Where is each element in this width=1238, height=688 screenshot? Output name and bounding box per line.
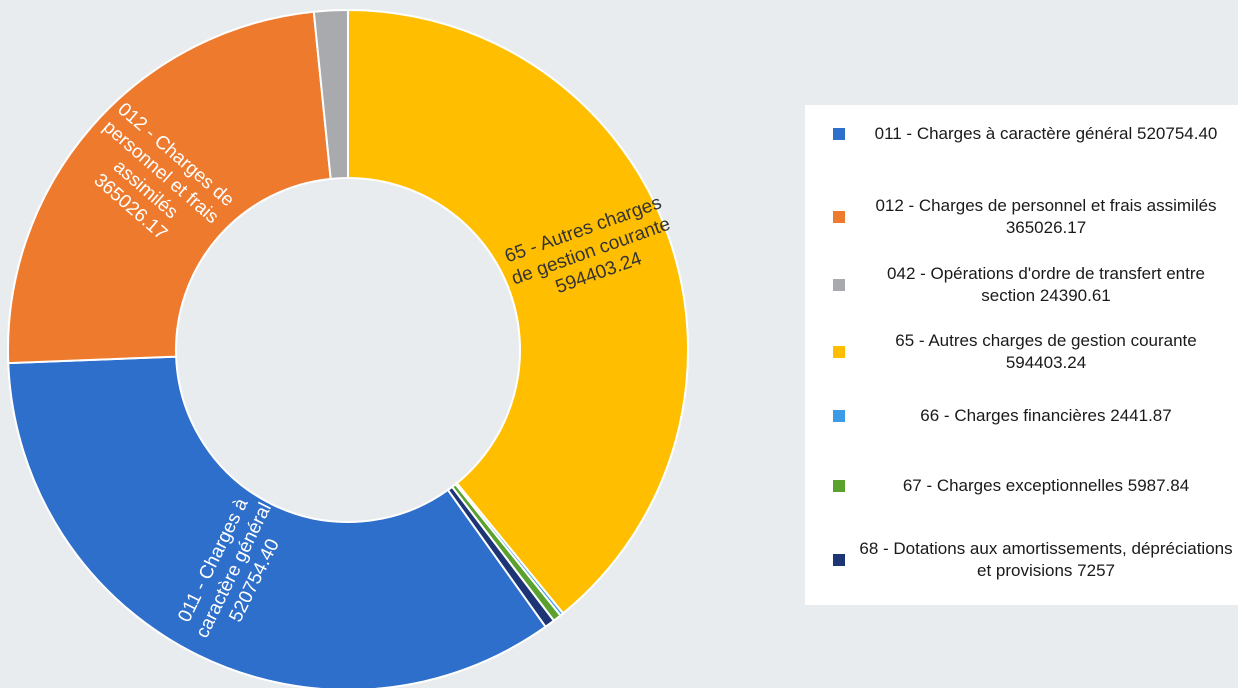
slice — [446, 485, 556, 629]
legend-value: 24390.61 — [1039, 286, 1111, 305]
legend-text: 68 - Dotations aux amortissements, dépré… — [859, 538, 1233, 582]
legend-category: 65 - Autres charges de gestion courante — [895, 331, 1197, 350]
legend-value: 594403.24 — [1005, 353, 1087, 372]
legend-item: 042 - Opérations d'ordre de transfert en… — [833, 263, 1233, 307]
legend-category: 042 - Opérations d'ordre de transfert en… — [887, 264, 1205, 305]
legend-swatch — [833, 346, 845, 358]
legend-value: 7257 — [1077, 561, 1115, 580]
legend-value: 365026.17 — [1005, 218, 1087, 237]
legend-swatch — [833, 128, 845, 140]
legend-text: 65 - Autres charges de gestion courante … — [859, 330, 1233, 374]
legend-value: 5987.84 — [1127, 476, 1190, 495]
legend: 011 - Charges à caractère général 520754… — [805, 105, 1238, 605]
legend-text: 011 - Charges à caractère général 520754… — [859, 123, 1233, 145]
legend-text: 042 - Opérations d'ordre de transfert en… — [859, 263, 1233, 307]
slice — [7, 355, 547, 688]
slice — [347, 8, 689, 615]
legend-item: 66 - Charges financières 2441.87 — [833, 405, 1233, 427]
legend-swatch — [833, 279, 845, 291]
legend-item: 65 - Autres charges de gestion courante … — [833, 330, 1233, 374]
legend-category: 68 - Dotations aux amortissements, dépré… — [859, 539, 1233, 580]
legend-category: 67 - Charges exceptionnelles — [902, 476, 1123, 495]
slice — [7, 10, 332, 365]
legend-item: 68 - Dotations aux amortissements, dépré… — [833, 538, 1233, 582]
legend-text: 012 - Charges de personnel et frais assi… — [859, 195, 1233, 239]
legend-item: 012 - Charges de personnel et frais assi… — [833, 195, 1233, 239]
legend-item: 67 - Charges exceptionnelles 5987.84 — [833, 475, 1233, 497]
legend-text: 67 - Charges exceptionnelles 5987.84 — [859, 475, 1233, 497]
legend-swatch — [833, 480, 845, 492]
chart — [7, 8, 689, 688]
legend-item: 011 - Charges à caractère général 520754… — [833, 123, 1233, 145]
legend-swatch — [833, 211, 845, 223]
legend-category: 66 - Charges financières — [920, 406, 1106, 425]
legend-category: 011 - Charges à caractère général — [874, 124, 1133, 143]
legend-text: 66 - Charges financières 2441.87 — [859, 405, 1233, 427]
legend-value: 2441.87 — [1110, 406, 1172, 425]
legend-swatch — [833, 554, 845, 566]
legend-category: 012 - Charges de personnel et frais assi… — [875, 196, 1217, 215]
legend-value: 520754.40 — [1137, 124, 1218, 143]
legend-swatch — [833, 410, 845, 422]
